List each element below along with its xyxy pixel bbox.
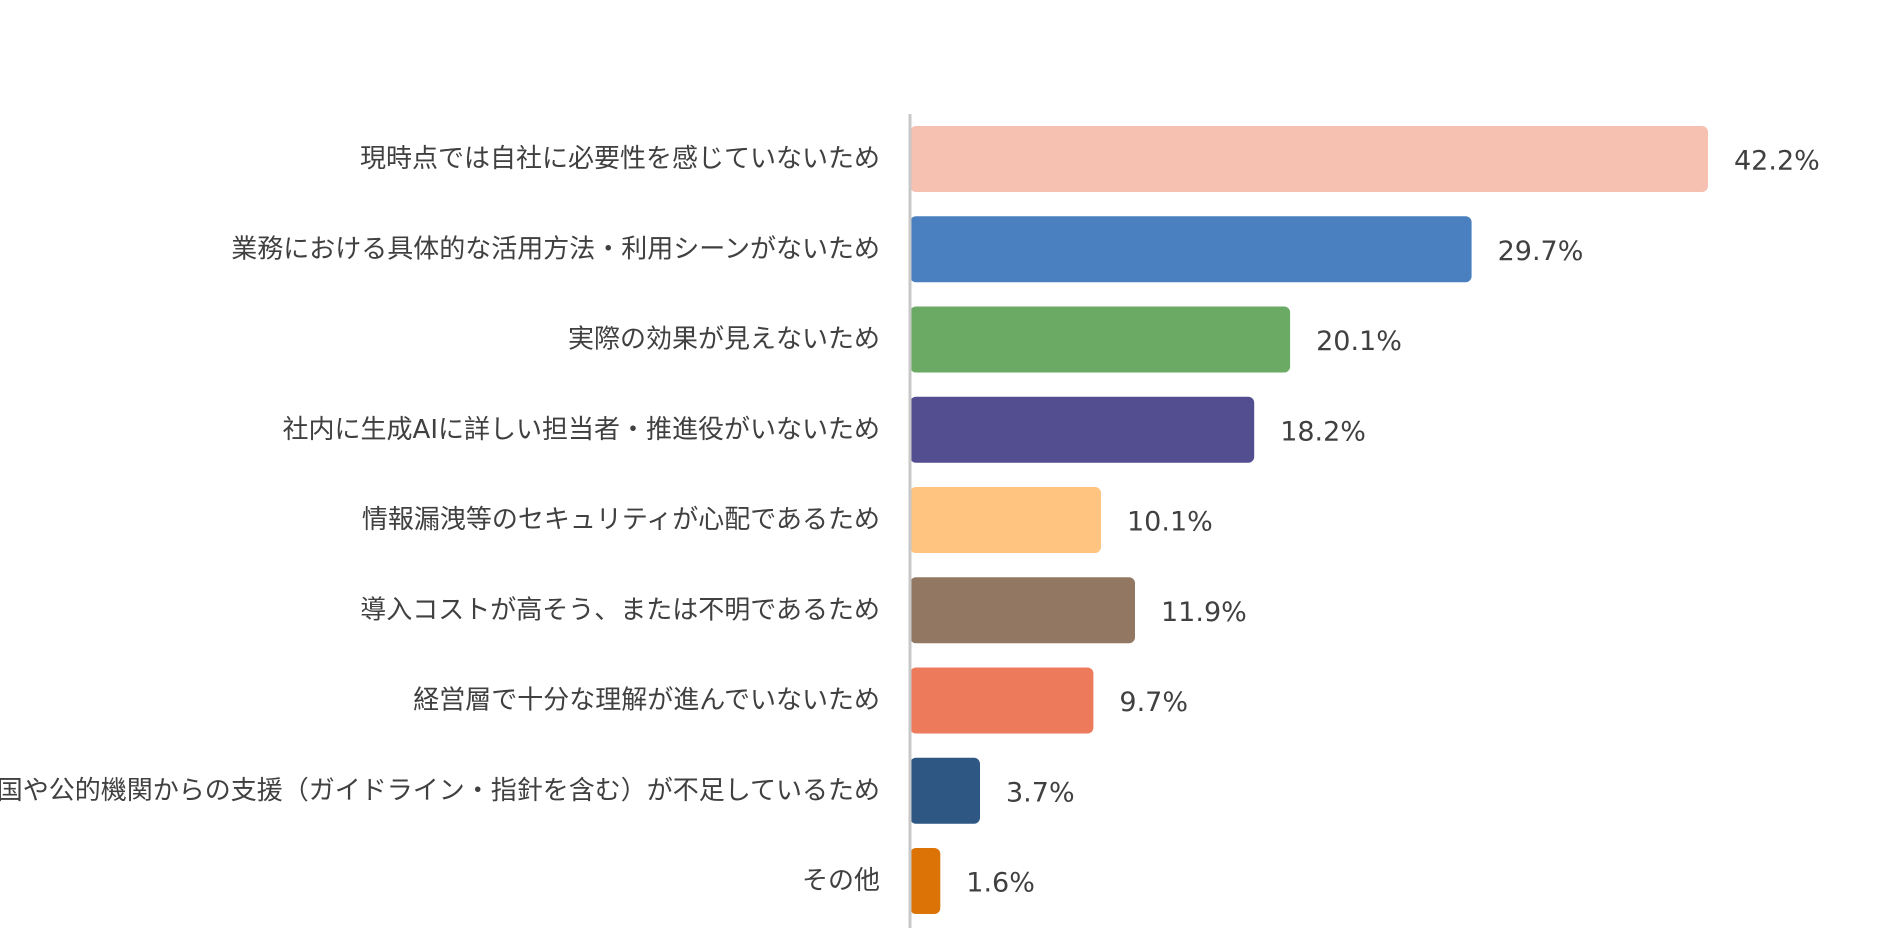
value-label-4: 18.2% xyxy=(1280,416,1366,447)
value-label-8: 3.7% xyxy=(1006,777,1075,808)
category-label-3: 実際の効果が見えないため xyxy=(568,325,880,355)
category-label-9: その他 xyxy=(802,866,880,896)
value-label-5: 10.1% xyxy=(1127,507,1213,538)
bar-1 xyxy=(910,126,1708,192)
category-label-6: 導入コストが高そう、または不明であるため xyxy=(360,595,880,625)
bar-3 xyxy=(910,306,1291,373)
value-label-2: 29.7% xyxy=(1498,236,1584,267)
category-label-5: 情報漏洩等のセキュリティが心配であるため xyxy=(362,505,880,535)
category-label-4: 社内に生成AIに詳しい担当者・推進役がいないため xyxy=(283,415,880,445)
value-label-9: 1.6% xyxy=(966,868,1035,899)
bar-9 xyxy=(910,848,941,914)
category-label-8: 国や公的機関からの支援（ガイドライン・指針を含む）が不足しているため xyxy=(0,776,880,806)
bar-4 xyxy=(910,396,1255,463)
category-label-7: 経営層で十分な理解が進んでいないため xyxy=(413,686,880,716)
bar-7 xyxy=(910,667,1094,734)
value-label-7: 9.7% xyxy=(1119,687,1188,718)
category-label-2: 業務における具体的な活用方法・利用シーンがないため xyxy=(231,234,880,264)
value-label-3: 20.1% xyxy=(1316,326,1402,357)
bar-8 xyxy=(910,757,980,824)
bar-6 xyxy=(910,577,1135,644)
value-label-1: 42.2% xyxy=(1734,146,1820,177)
bar-2 xyxy=(910,216,1472,283)
bar-5 xyxy=(910,487,1101,553)
category-label-1: 現時点では自社に必要性を感じていないため xyxy=(360,144,880,174)
value-label-6: 11.9% xyxy=(1161,597,1247,628)
